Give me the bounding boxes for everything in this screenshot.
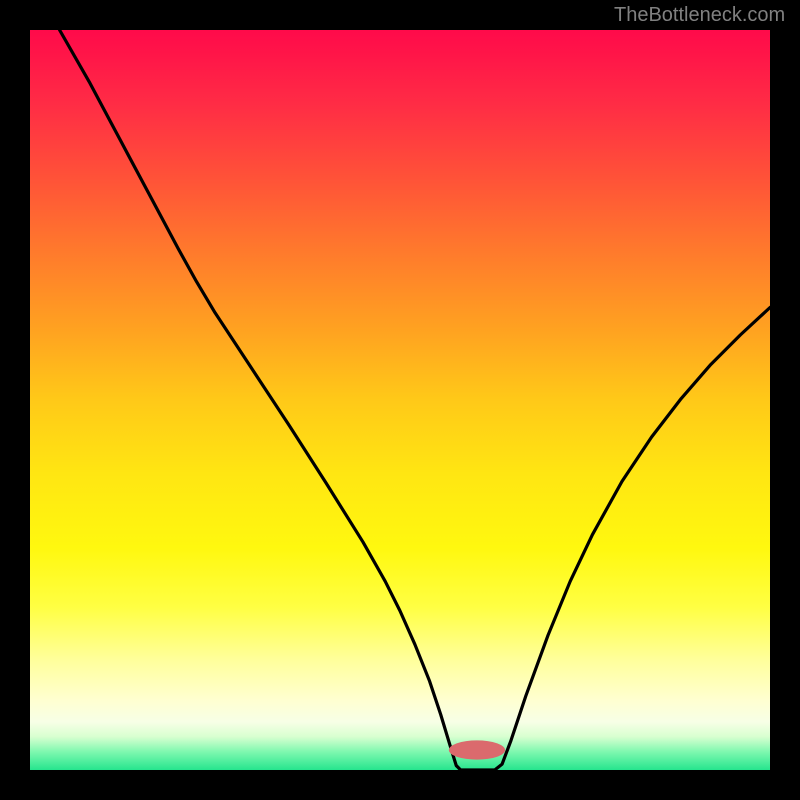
minimum-marker: [449, 740, 505, 759]
watermark-text: TheBottleneck.com: [614, 4, 785, 27]
bottleneck-chart: [0, 0, 800, 800]
gradient-background: [30, 30, 770, 770]
